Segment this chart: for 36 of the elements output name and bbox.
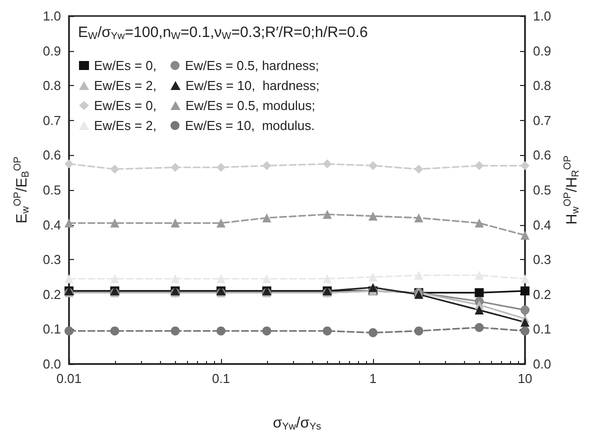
y-tick-label: 0.5	[42, 182, 61, 198]
x-tick-label: 0.01	[56, 371, 82, 386]
legend-label: Ew/Es = 0.5, modulus;	[186, 98, 316, 113]
y2-tick-label: 0.1	[533, 322, 552, 337]
y2-tick-label: 0.7	[533, 112, 552, 128]
y2-tick-label: 0.9	[533, 43, 552, 58]
legend-label: Ew/Es = 0,	[94, 58, 156, 73]
y2-tick-label: 1.0	[533, 8, 552, 24]
x-tick-label: 10	[518, 371, 532, 386]
y2-tick-label: 0.2	[533, 286, 552, 302]
legend-label: Ew/Es = 0.5, hardness;	[185, 58, 320, 73]
legend-label: Ew/Es = 2,	[94, 118, 156, 133]
y-tick-label: 0.7	[42, 112, 61, 128]
legend-label: Ew/Es = 10, hardness;	[186, 78, 320, 93]
y-tick-label: 0.1	[42, 322, 61, 337]
y-tick-label: 0.4	[42, 217, 61, 232]
y2-tick-label: 0.0	[533, 356, 552, 372]
y2-axis-title: HwOP/HROP	[562, 155, 582, 225]
y2-tick-label: 0.4	[533, 217, 552, 232]
y-tick-label: 1.0	[42, 8, 61, 24]
y-tick-label: 0.2	[42, 286, 61, 302]
x-tick-label: 1	[369, 371, 377, 386]
y2-tick-label: 0.3	[533, 252, 552, 268]
legend-label: Ew/Es = 0,	[94, 98, 156, 113]
y-tick-label: 0.8	[42, 78, 61, 94]
y-tick-label: 0.9	[42, 43, 61, 58]
legend-label: Ew/Es = 2,	[94, 78, 156, 93]
y-tick-label: 0.0	[42, 356, 61, 372]
legend-label: Ew/Es = 10, modulus.	[185, 118, 315, 133]
x-tick-label: 0.1	[212, 371, 230, 386]
y-axis-title: EwOP/EBOP	[12, 156, 32, 224]
y2-tick-label: 0.8	[533, 78, 552, 94]
y2-tick-label: 0.6	[533, 148, 552, 163]
y-tick-label: 0.3	[42, 252, 61, 268]
y-tick-label: 0.6	[42, 148, 61, 163]
y2-tick-label: 0.5	[533, 182, 552, 198]
